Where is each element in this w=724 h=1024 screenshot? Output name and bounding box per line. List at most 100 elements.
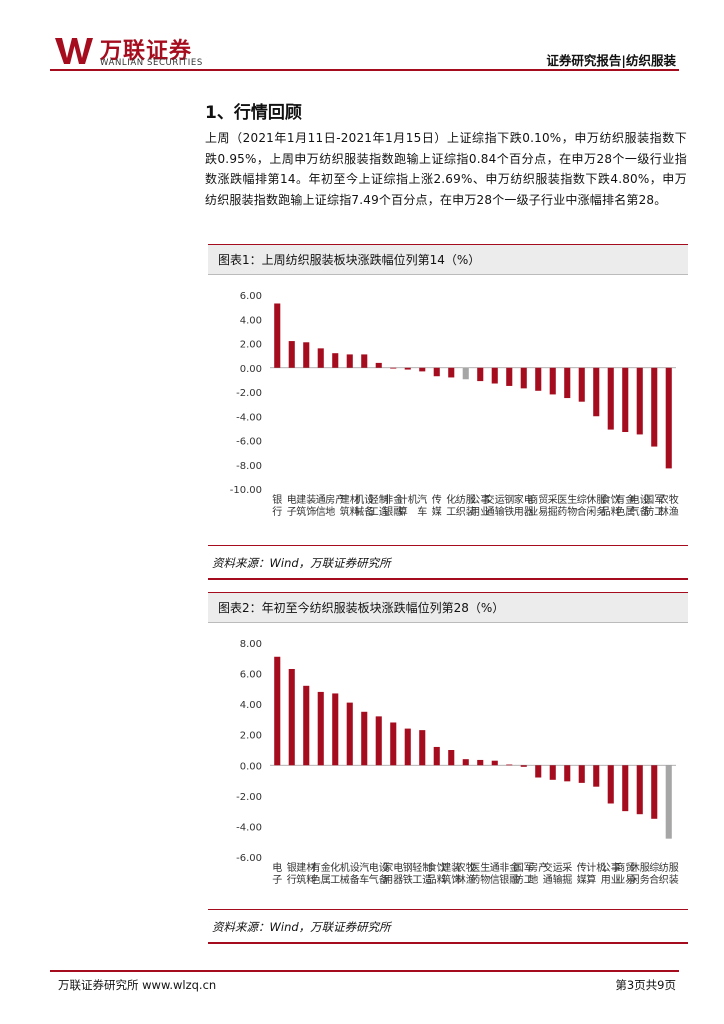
svg-text:饰: 饰	[306, 505, 316, 518]
y-tick-label: -6.00	[236, 853, 262, 864]
category-label: 钢铁	[403, 861, 413, 886]
svg-text:药: 药	[557, 506, 567, 518]
svg-text:综: 综	[577, 493, 587, 506]
svg-text:电: 电	[369, 861, 379, 874]
svg-text:钢: 钢	[403, 861, 413, 874]
svg-text:商: 商	[615, 861, 625, 874]
figure-1-source-divider	[208, 578, 688, 580]
bar-交通运输	[549, 765, 556, 780]
svg-text:合: 合	[577, 505, 587, 518]
bar-电子	[274, 656, 281, 766]
bar-交通运输	[491, 367, 498, 384]
svg-text:媒: 媒	[577, 874, 587, 886]
bar-农林牧渔	[462, 759, 469, 766]
svg-text:工: 工	[446, 507, 456, 518]
svg-text:医: 医	[557, 494, 567, 506]
svg-text:金: 金	[321, 861, 331, 874]
svg-text:用: 用	[470, 507, 480, 518]
bar-综合	[578, 367, 585, 402]
bar-房地产	[332, 353, 339, 368]
svg-text:闲: 闲	[630, 873, 640, 886]
category-label: 计算机	[398, 493, 418, 518]
svg-text:银: 银	[272, 493, 282, 506]
svg-text:料: 料	[350, 505, 360, 518]
svg-text:医: 医	[470, 862, 480, 874]
svg-text:用: 用	[383, 875, 393, 886]
bar-建筑装饰	[448, 750, 455, 766]
svg-text:筑: 筑	[296, 873, 306, 886]
svg-text:用: 用	[514, 507, 524, 518]
bar-休闲服务	[593, 367, 600, 417]
category-label: 汽车	[417, 493, 427, 518]
svg-text:材: 材	[350, 493, 360, 506]
svg-text:算: 算	[586, 873, 596, 886]
svg-text:材: 材	[306, 861, 316, 874]
svg-text:织: 织	[456, 506, 466, 518]
header-divider	[50, 69, 679, 71]
bar-银行	[274, 303, 281, 368]
svg-text:金: 金	[393, 493, 403, 506]
bar-建筑材料	[346, 354, 353, 368]
svg-text:服: 服	[640, 862, 650, 874]
category-label: 通信	[490, 862, 500, 886]
svg-text:通: 通	[490, 862, 500, 874]
figure-1-title: 图表1：上周纺织服装板块涨跌幅位列第14（%）	[208, 245, 688, 275]
category-label: 银行	[272, 493, 282, 518]
svg-text:机: 机	[340, 861, 350, 874]
category-label: 传媒	[577, 862, 587, 886]
bar-汽车	[361, 711, 368, 766]
svg-text:输: 输	[495, 505, 505, 518]
svg-text:银: 银	[499, 873, 509, 886]
svg-text:化: 化	[446, 493, 456, 506]
svg-text:防: 防	[514, 873, 524, 886]
svg-text:掘: 掘	[562, 873, 572, 886]
svg-text:闲: 闲	[586, 505, 596, 518]
svg-text:林: 林	[456, 873, 466, 886]
svg-text:军: 军	[524, 862, 534, 874]
svg-text:铁: 铁	[403, 873, 413, 886]
svg-text:属: 属	[321, 874, 331, 886]
category-label: 传媒	[432, 494, 442, 518]
svg-text:色: 色	[615, 505, 625, 518]
bar-电气设备	[375, 716, 382, 766]
svg-text:设: 设	[379, 862, 389, 874]
bar-商业贸易	[622, 765, 629, 812]
svg-text:易: 易	[625, 874, 635, 886]
category-label: 房地产	[528, 861, 548, 886]
bar-纺织服装	[665, 765, 672, 839]
svg-text:林: 林	[659, 505, 669, 518]
svg-text:业: 业	[611, 874, 621, 886]
svg-text:合: 合	[649, 873, 659, 886]
svg-text:设: 设	[350, 862, 360, 874]
bar-汽车	[419, 367, 426, 372]
svg-text:械: 械	[354, 505, 364, 518]
figure-2-source: 资料来源：Wind，万联证券研究所	[212, 920, 391, 934]
svg-text:家: 家	[514, 493, 524, 506]
svg-text:家: 家	[383, 861, 393, 874]
logo-english: WANLIAN SECURITIES	[100, 58, 203, 68]
bar-计算机	[404, 367, 411, 370]
category-label: 纺织服装	[456, 493, 476, 518]
bar-家用电器	[520, 367, 527, 389]
svg-text:造: 造	[379, 505, 389, 518]
figure-2: 图表2：年初至今纺织服装板块涨跌幅位列第28（%） 8.00 6.00 4.00 2.…	[208, 592, 688, 910]
y-tick-label: 0.00	[240, 364, 262, 375]
svg-text:品: 品	[601, 506, 611, 518]
svg-text:车: 车	[359, 873, 369, 886]
svg-text:铁: 铁	[504, 505, 514, 518]
svg-text:生: 生	[567, 493, 577, 506]
svg-text:电: 电	[524, 493, 534, 506]
bar-银行	[288, 668, 295, 766]
bar-家用电器	[390, 722, 397, 766]
svg-text:备: 备	[350, 873, 360, 886]
svg-text:子: 子	[287, 506, 297, 518]
bar-有色金属	[622, 367, 629, 433]
